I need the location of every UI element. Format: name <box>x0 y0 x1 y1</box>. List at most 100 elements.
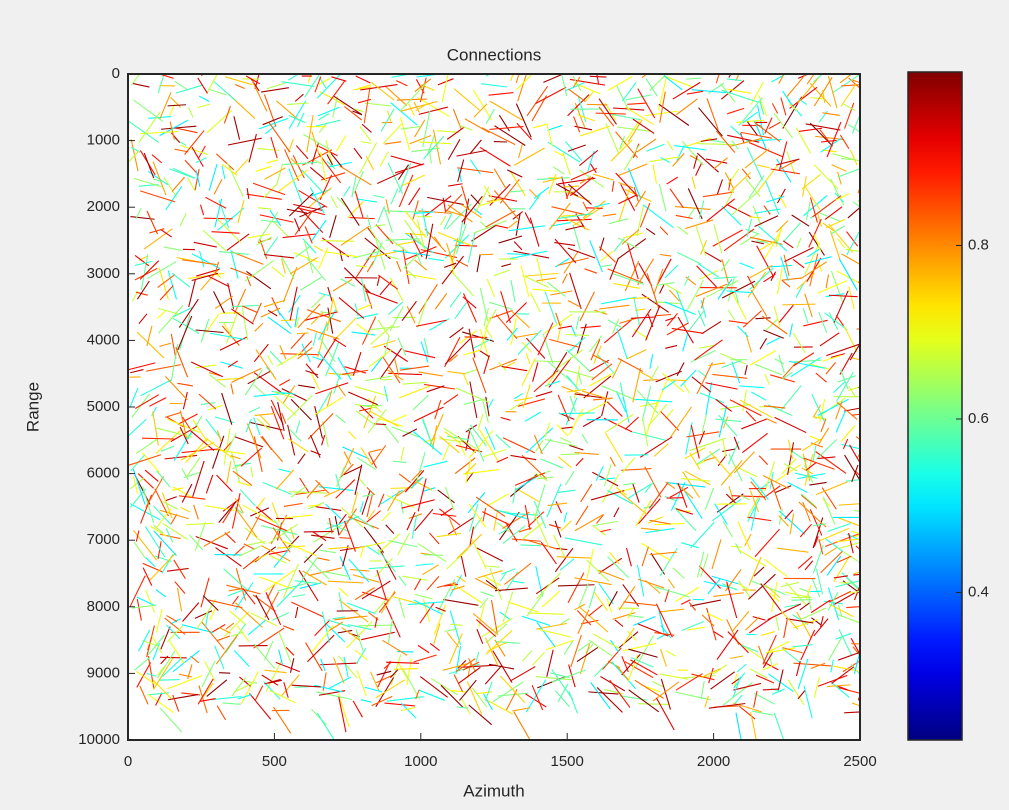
network-edge <box>330 195 338 209</box>
network-edge <box>535 472 548 482</box>
network-edge <box>763 205 771 215</box>
network-edge <box>174 148 189 153</box>
network-edge <box>413 101 420 113</box>
network-edge <box>387 301 404 316</box>
network-edge <box>560 436 572 444</box>
network-edge <box>382 123 403 144</box>
network-edge <box>288 139 294 153</box>
network-edge <box>603 688 624 695</box>
network-edge <box>527 612 565 615</box>
network-edge <box>582 390 610 400</box>
network-edge <box>408 103 415 116</box>
network-edge <box>635 635 654 667</box>
network-edge <box>290 157 299 167</box>
network-edge <box>485 630 513 655</box>
network-edge <box>767 264 793 268</box>
network-edge <box>446 243 455 267</box>
network-edge <box>179 212 187 227</box>
network-edge <box>348 558 370 583</box>
network-edge <box>173 432 192 462</box>
network-edge <box>783 254 790 277</box>
network-edge <box>512 580 525 584</box>
network-edge <box>833 575 849 579</box>
network-edge <box>742 111 758 124</box>
network-edge <box>531 684 544 711</box>
network-edge <box>726 78 742 82</box>
network-edge <box>250 466 254 478</box>
network-edge <box>423 554 444 556</box>
network-edge <box>728 320 748 324</box>
network-edge <box>710 139 726 143</box>
network-edge <box>543 313 573 334</box>
network-edge <box>521 341 533 353</box>
network-edge <box>313 245 324 252</box>
network-edge <box>312 356 324 362</box>
network-edge <box>414 578 422 591</box>
network-edge <box>529 217 540 247</box>
network-edge <box>359 407 372 412</box>
network-edge <box>558 325 572 330</box>
network-edge <box>547 502 568 507</box>
network-edge <box>270 136 278 159</box>
network-edge <box>394 358 400 376</box>
network-edge <box>589 240 603 273</box>
network-edge <box>169 640 185 664</box>
network-edge <box>568 691 578 714</box>
network-edge <box>613 282 640 289</box>
network-edge <box>286 208 308 214</box>
network-edge <box>216 217 242 244</box>
network-edge <box>155 589 167 598</box>
network-edge <box>754 528 780 558</box>
network-edge <box>607 490 634 505</box>
network-edge <box>510 310 530 329</box>
network-edge <box>776 220 789 233</box>
network-edge <box>524 411 541 422</box>
network-edge <box>778 74 785 84</box>
network-edge <box>633 616 656 626</box>
network-edge <box>234 436 264 448</box>
network-edge <box>820 615 824 628</box>
network-edge <box>579 125 611 137</box>
network-edge <box>332 296 338 313</box>
network-edge <box>264 569 295 593</box>
network-edge <box>400 706 416 712</box>
network-edge <box>390 487 414 489</box>
network-edge <box>422 136 445 160</box>
network-edge <box>648 365 659 382</box>
network-edge <box>574 451 599 456</box>
network-edge <box>334 515 340 536</box>
network-edge <box>234 158 249 175</box>
network-edge <box>773 712 785 740</box>
network-edge <box>588 372 613 387</box>
network-edge <box>226 233 250 251</box>
network-edge <box>160 445 175 452</box>
network-edge <box>608 76 633 91</box>
x-tick-label: 0 <box>124 753 132 770</box>
network-edge <box>129 477 145 490</box>
network-edge <box>425 223 434 260</box>
network-edge <box>630 297 650 300</box>
network-edge <box>483 185 495 202</box>
network-edge <box>152 411 159 446</box>
network-edge <box>609 551 620 565</box>
network-edge <box>822 498 831 507</box>
network-edge <box>618 585 636 611</box>
network-edge <box>763 485 781 499</box>
network-edge <box>415 451 426 483</box>
network-edge <box>531 95 548 122</box>
network-edge <box>262 116 283 126</box>
network-edge <box>682 488 703 519</box>
network-edge <box>360 546 364 558</box>
network-edge <box>318 122 328 134</box>
network-edge <box>484 698 514 715</box>
network-edge <box>177 382 194 387</box>
network-edge <box>159 342 172 347</box>
network-edge <box>554 690 570 708</box>
network-edge <box>614 619 624 627</box>
network-edge <box>169 168 195 179</box>
network-edge <box>822 89 826 103</box>
network-edge <box>273 391 294 398</box>
network-edge <box>536 257 544 283</box>
network-edge <box>555 501 562 514</box>
network-edge <box>166 567 189 572</box>
